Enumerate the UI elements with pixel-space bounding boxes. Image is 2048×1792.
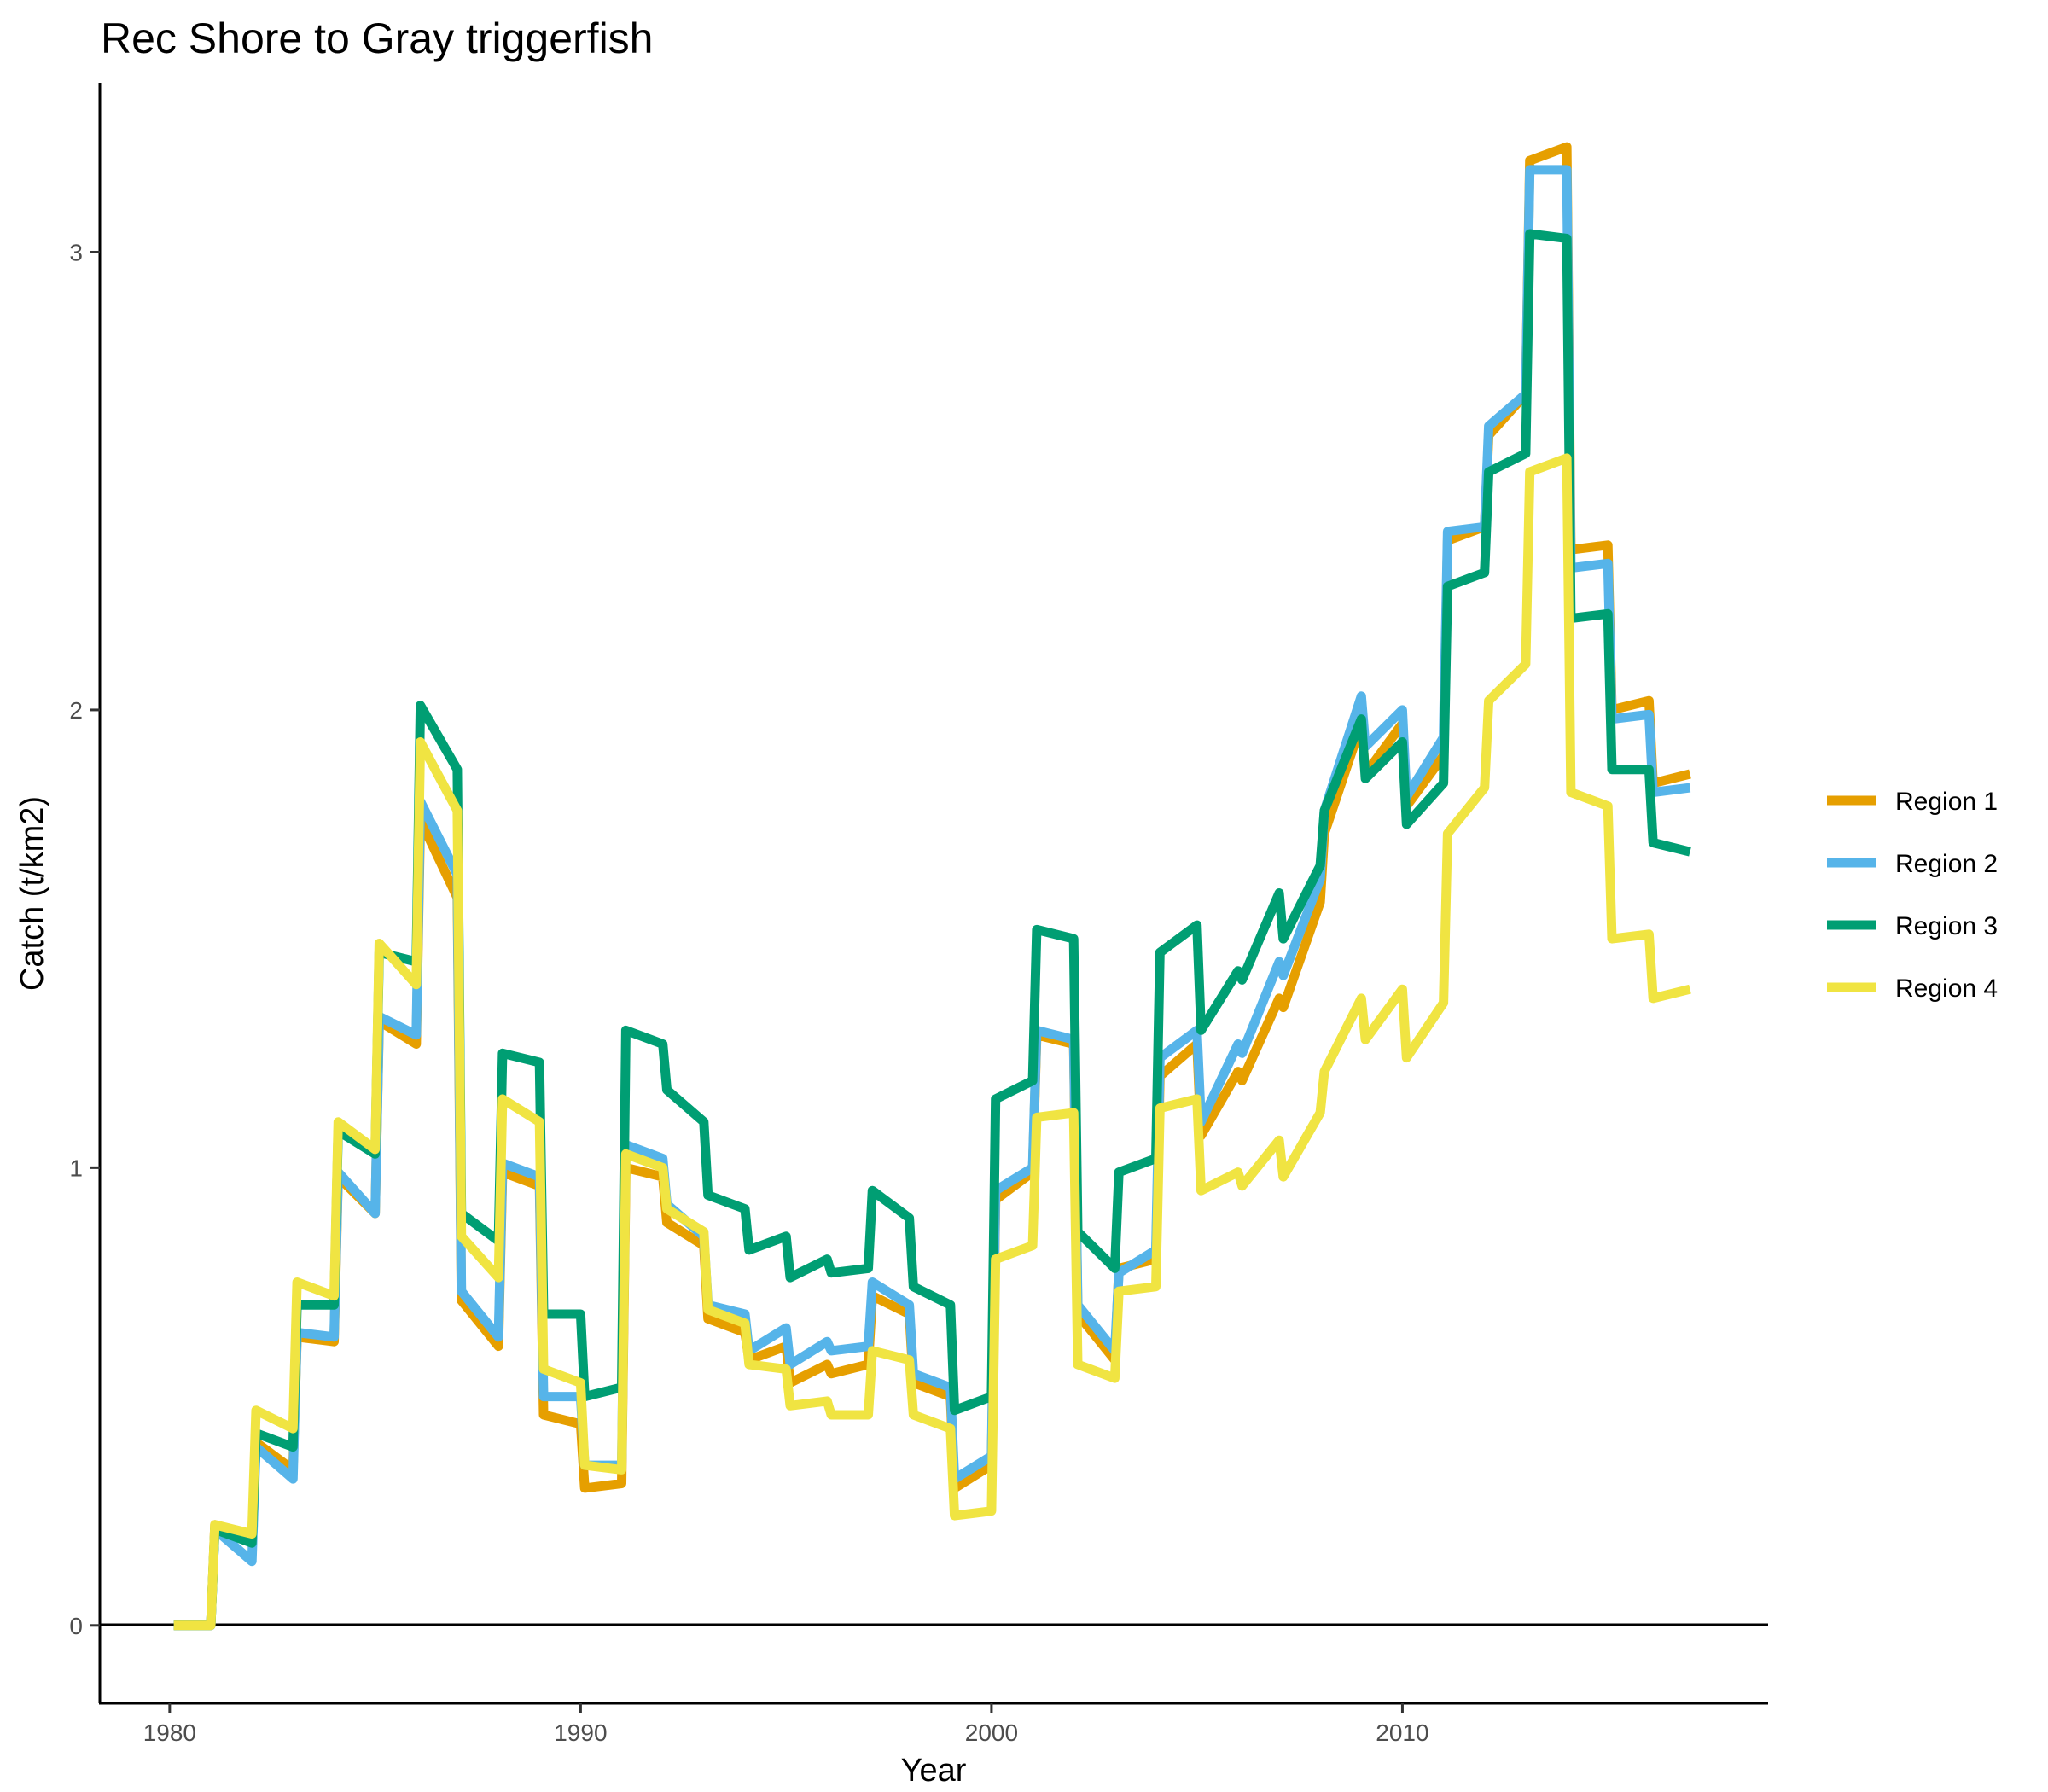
x-tick-label: 2000 bbox=[965, 1719, 1018, 1746]
y-tick-label: 1 bbox=[69, 1155, 83, 1181]
chart-title: Rec Shore to Gray triggerfish bbox=[101, 15, 654, 62]
series-group bbox=[173, 142, 1691, 1631]
series-line-region-1 bbox=[173, 142, 1691, 1631]
legend-label-region-3: Region 3 bbox=[1895, 912, 1998, 940]
y-tick-label: 0 bbox=[69, 1613, 83, 1639]
legend-label-region-1: Region 1 bbox=[1895, 788, 1998, 816]
series-line-region-4 bbox=[173, 453, 1691, 1631]
x-axis-ticks: 1980 1990 2000 2010 bbox=[143, 1703, 1429, 1746]
y-tick-label: 2 bbox=[69, 697, 83, 724]
x-axis-title: Year bbox=[901, 1753, 967, 1789]
x-tick-label: 1990 bbox=[554, 1719, 607, 1746]
series-line-region-3 bbox=[173, 229, 1691, 1631]
plot-area bbox=[98, 83, 1768, 1705]
x-tick-label: 1980 bbox=[143, 1719, 196, 1746]
series-line-region-2 bbox=[173, 165, 1691, 1631]
y-axis-ticks: 0 1 2 3 bbox=[69, 239, 100, 1639]
legend: Region 1 Region 2 Region 3 Region 4 bbox=[1827, 788, 1998, 1003]
y-tick-label: 3 bbox=[69, 239, 83, 265]
y-axis-title: Catch (t/km2) bbox=[15, 796, 50, 991]
legend-label-region-2: Region 2 bbox=[1895, 850, 1998, 878]
x-tick-label: 2010 bbox=[1376, 1719, 1428, 1746]
legend-label-region-4: Region 4 bbox=[1895, 975, 1998, 1003]
